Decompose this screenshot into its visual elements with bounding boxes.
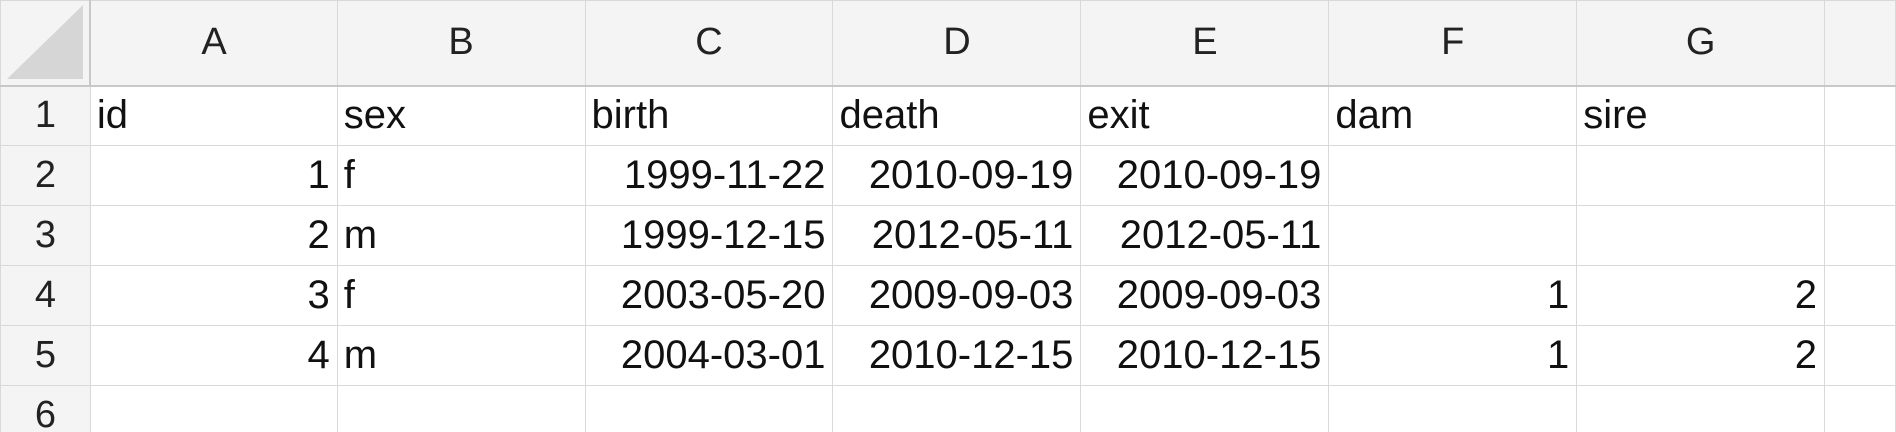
cell-f5[interactable]: 1 [1328, 325, 1578, 386]
cell-a4[interactable]: 3 [89, 265, 338, 326]
cell-a1[interactable]: id [89, 85, 338, 146]
row-header-2[interactable]: 2 [0, 145, 91, 206]
row-header-5[interactable]: 5 [0, 325, 91, 386]
cell-c3[interactable]: 1999-12-15 [584, 205, 834, 266]
sheet-row: 5 4 m 2004-03-01 2010-12-15 2010-12-15 1… [0, 325, 1896, 386]
cell-f6[interactable] [1328, 385, 1578, 432]
cell-f3[interactable] [1328, 205, 1578, 266]
cell-d1[interactable]: death [832, 85, 1082, 146]
column-header-e[interactable]: E [1080, 0, 1330, 87]
row-header-4[interactable]: 4 [0, 265, 91, 326]
cell-a2[interactable]: 1 [89, 145, 338, 206]
cell-g4[interactable]: 2 [1576, 265, 1826, 326]
sheet-row: 4 3 f 2003-05-20 2009-09-03 2009-09-03 1… [0, 265, 1896, 326]
cell-b4[interactable]: f [336, 265, 586, 326]
column-header-d[interactable]: D [832, 0, 1082, 87]
cell-e2[interactable]: 2010-09-19 [1080, 145, 1330, 206]
cell-h1[interactable] [1824, 85, 1896, 146]
cell-c1[interactable]: birth [584, 85, 834, 146]
sheet-row: 3 2 m 1999-12-15 2012-05-11 2012-05-11 [0, 205, 1896, 266]
cell-b1[interactable]: sex [336, 85, 586, 146]
column-header-g[interactable]: G [1576, 0, 1826, 87]
column-header-b[interactable]: B [336, 0, 586, 87]
cell-h6[interactable] [1824, 385, 1896, 432]
cell-b5[interactable]: m [336, 325, 586, 386]
cell-h2[interactable] [1824, 145, 1896, 206]
cell-e4[interactable]: 2009-09-03 [1080, 265, 1330, 326]
cell-c2[interactable]: 1999-11-22 [584, 145, 834, 206]
cell-d6[interactable] [832, 385, 1082, 432]
cell-g2[interactable] [1576, 145, 1826, 206]
sheet-row: 2 1 f 1999-11-22 2010-09-19 2010-09-19 [0, 145, 1896, 206]
cell-a6[interactable] [89, 385, 338, 432]
select-all-icon [7, 4, 84, 79]
cell-b6[interactable] [336, 385, 586, 432]
cell-g1[interactable]: sire [1576, 85, 1826, 146]
row-header-6[interactable]: 6 [0, 385, 91, 432]
cell-a5[interactable]: 4 [89, 325, 338, 386]
cell-f1[interactable]: dam [1328, 85, 1578, 146]
cell-g3[interactable] [1576, 205, 1826, 266]
cell-d4[interactable]: 2009-09-03 [832, 265, 1082, 326]
cell-g6[interactable] [1576, 385, 1826, 432]
column-header-c[interactable]: C [584, 0, 834, 87]
column-header-f[interactable]: F [1328, 0, 1578, 87]
select-all-button[interactable] [0, 0, 92, 87]
cell-h3[interactable] [1824, 205, 1896, 266]
column-header-h[interactable] [1824, 0, 1896, 87]
cell-h4[interactable] [1824, 265, 1896, 326]
cell-b2[interactable]: f [336, 145, 586, 206]
sheet-row: 6 [0, 385, 1896, 432]
cell-b3[interactable]: m [336, 205, 586, 266]
row-header-3[interactable]: 3 [0, 205, 91, 266]
column-header-row: A B C D E F G [0, 0, 1896, 87]
cell-d5[interactable]: 2010-12-15 [832, 325, 1082, 386]
cell-d2[interactable]: 2010-09-19 [832, 145, 1082, 206]
cell-h5[interactable] [1824, 325, 1896, 386]
cell-g5[interactable]: 2 [1576, 325, 1826, 386]
cell-c5[interactable]: 2004-03-01 [584, 325, 834, 386]
cell-f2[interactable] [1328, 145, 1578, 206]
cell-e3[interactable]: 2012-05-11 [1080, 205, 1330, 266]
cell-c6[interactable] [584, 385, 834, 432]
cell-a3[interactable]: 2 [89, 205, 338, 266]
cell-e6[interactable] [1080, 385, 1330, 432]
cell-d3[interactable]: 2012-05-11 [832, 205, 1082, 266]
cell-c4[interactable]: 2003-05-20 [584, 265, 834, 326]
cell-e1[interactable]: exit [1080, 85, 1330, 146]
cell-f4[interactable]: 1 [1328, 265, 1578, 326]
cell-e5[interactable]: 2010-12-15 [1080, 325, 1330, 386]
row-header-1[interactable]: 1 [0, 85, 91, 146]
column-header-a[interactable]: A [89, 0, 338, 87]
sheet-row: 1 id sex birth death exit dam sire [0, 85, 1896, 146]
